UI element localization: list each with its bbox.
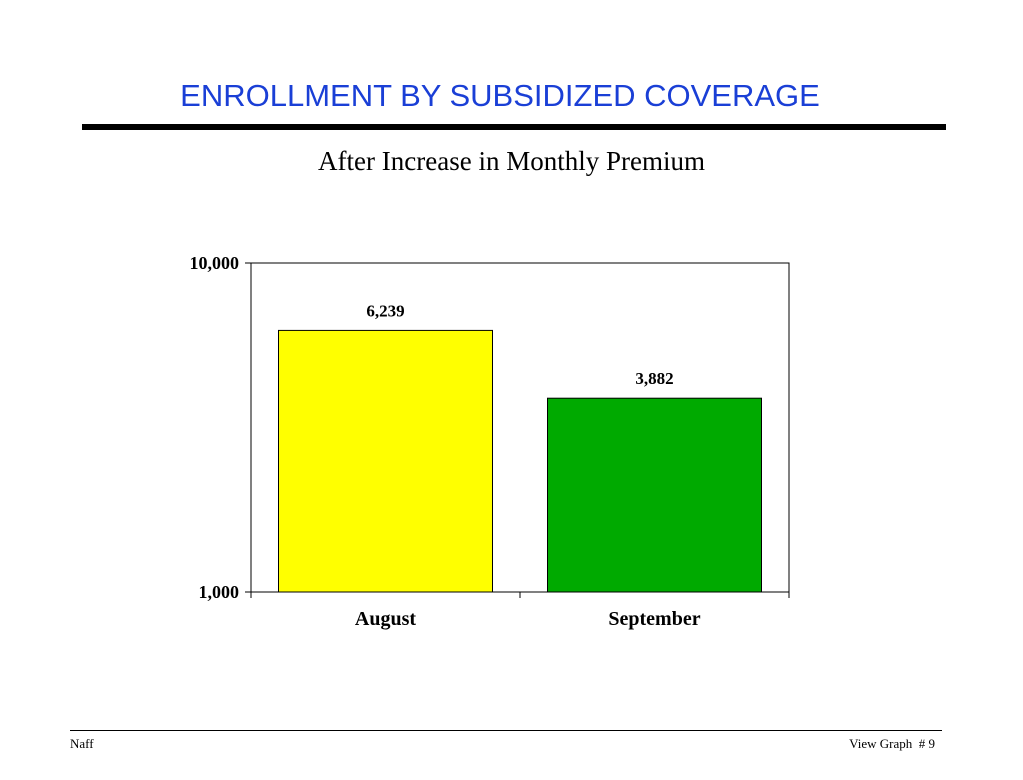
x-tick-label: September	[608, 608, 700, 630]
bar-august	[278, 329, 493, 593]
x-tick-label: August	[355, 608, 416, 630]
bar-value-label: 3,882	[635, 369, 673, 388]
chart-subtitle: After Increase in Monthly Premium	[318, 146, 705, 176]
title-divider	[82, 124, 946, 130]
slide-title: ENROLLMENT BY SUBSIDIZED COVERAGE	[180, 78, 820, 113]
bar-september	[547, 397, 762, 593]
footer-page-label: View Graph # 9	[849, 736, 935, 751]
y-tick-label: 1,000	[199, 582, 240, 602]
footer-divider	[70, 730, 942, 731]
y-tick-label: 10,000	[190, 253, 240, 273]
bar-value-label: 6,239	[366, 301, 404, 320]
footer-author: Naff	[70, 736, 94, 751]
